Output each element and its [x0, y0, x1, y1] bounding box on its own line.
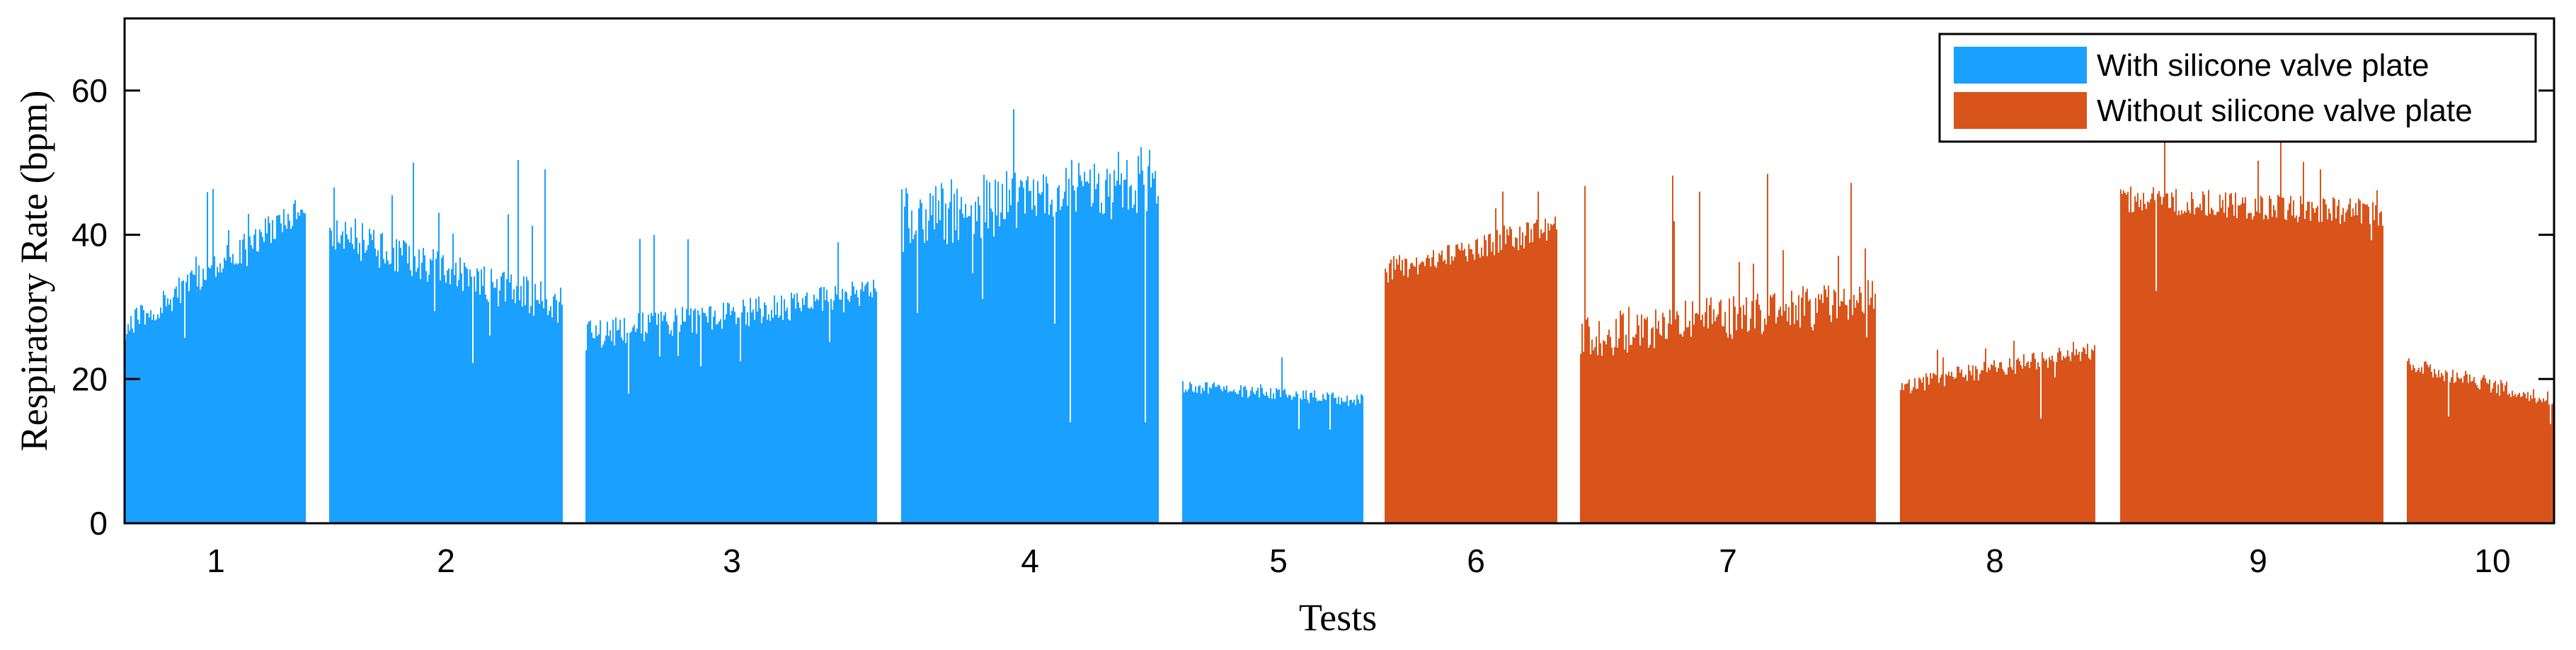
test-1-bars: [125, 189, 306, 523]
x-tick-label-8: 8: [1986, 542, 2004, 579]
x-tick-label-2: 2: [437, 542, 455, 579]
data-bars: [125, 109, 2554, 524]
test-6-bars: [1385, 191, 1557, 523]
test-6-series-area: [1385, 191, 1557, 523]
test-2-bars: [329, 160, 563, 523]
y-tick-label: 20: [71, 360, 108, 397]
test-4-series-area: [901, 109, 1159, 524]
test-10-bars: [2407, 358, 2554, 523]
legend-label-1: With silicone valve plate: [2097, 48, 2429, 83]
x-tick-label-10: 10: [2474, 542, 2510, 579]
test-3-series-area: [585, 234, 877, 523]
x-tick-label-7: 7: [1719, 542, 1737, 579]
x-tick-label-3: 3: [723, 542, 741, 579]
x-tick-label-5: 5: [1269, 542, 1288, 579]
test-2-series-area: [329, 160, 563, 523]
y-axis-title: Respiratory Rate (bpm): [13, 91, 55, 452]
y-tick-label: 60: [71, 72, 108, 109]
plot-frame: [123, 17, 2555, 525]
test-7-series-area: [1580, 173, 1876, 523]
legend-swatch-2: [1954, 92, 2087, 129]
test-8-series-area: [1900, 341, 2095, 523]
test-3-bars: [585, 234, 877, 523]
legend-swatch-1: [1954, 47, 2087, 84]
y-axis: 0 20 40 60: [71, 72, 2554, 542]
test-8-bars: [1900, 341, 2095, 523]
x-axis: 1 2 3 4 5 6 7 8 9 10: [207, 542, 2510, 579]
legend-label-2: Without silicone valve plate: [2097, 93, 2473, 128]
test-5-series-area: [1182, 357, 1363, 523]
test-7-bars: [1580, 173, 1876, 523]
x-tick-label-1: 1: [207, 542, 225, 579]
test-10-series-area: [2407, 358, 2554, 523]
test-9-series-area: [2120, 141, 2383, 523]
x-tick-label-6: 6: [1467, 542, 1485, 579]
test-1-series-area: [125, 189, 306, 523]
y-tick-label: 0: [89, 505, 108, 542]
y-tick-label: 40: [71, 217, 108, 253]
test-9-bars: [2120, 141, 2383, 523]
x-tick-label-4: 4: [1021, 542, 1039, 579]
legend: With silicone valve plate Without silicon…: [1938, 33, 2537, 143]
x-axis-title: Tests: [1299, 596, 1377, 639]
x-tick-label-9: 9: [2249, 542, 2267, 579]
test-4-bars: [901, 109, 1159, 524]
test-5-bars: [1182, 357, 1363, 523]
